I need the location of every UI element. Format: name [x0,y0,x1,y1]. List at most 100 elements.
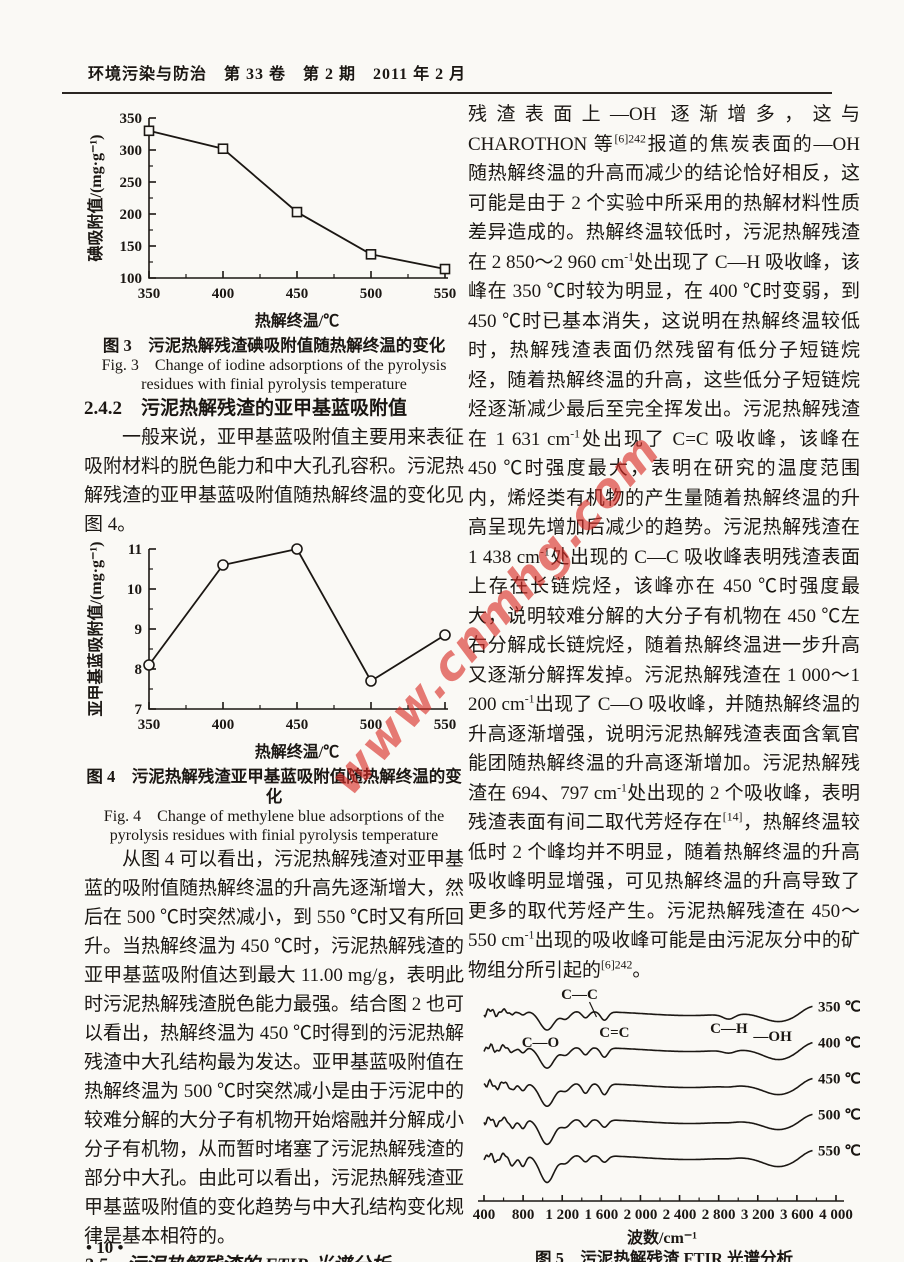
section-2-5-heading: 2.5 污泥热解残渣的 FTIR 光谱分析 [84,1251,464,1262]
figure4-chart: 亚甲基蓝吸附值/(mg·g⁻¹) 热解终温/℃ 7 8 9 10 11 350 400 450… [86,541,456,761]
figure3-x-axis-label: 热解终温/℃ [255,311,339,330]
x-tick-label: 3 600 [780,1207,814,1223]
superscript-ref: [14] [722,810,743,824]
x-tick-label: 400 [212,717,235,733]
x-tick-label: 3 200 [741,1207,775,1223]
paragraph-fig4-discussion: 从图 4 可以看出，污泥热解残渣对亚甲基蓝的吸附值随热解终温的升高先逐渐增大，然… [84,849,465,1247]
y-tick-label: 300 [120,143,143,159]
figure4-y-axis-label: 亚甲基蓝吸附值/(mg·g⁻¹) [86,541,105,716]
x-tick-label: 2 000 [624,1207,658,1223]
y-tick-label: 11 [128,542,142,558]
superscript-ref: [6]242 [614,132,646,146]
y-tick-label: 200 [120,207,143,223]
figure3: 碘吸附值/(mg·g⁻¹) 热解终温/℃ 100 150 200 250 300 350 3… [84,108,464,394]
x-tick-label: 4 000 [819,1207,853,1223]
data-point [291,206,303,218]
x-tick-label: 450 [286,717,309,733]
x-tick-label: 500 [360,286,383,302]
y-tick-label: 250 [120,175,143,191]
figure3-caption-en-1: Fig. 3 Change of iodine adsorptions of t… [101,357,447,374]
superscript-ref: -1 [570,427,581,441]
text-run: 处出现的 2 个吸收峰，表明残渣表面有间二取代芳烃存在 [468,782,860,834]
data-line [148,547,446,683]
curve-temperature-label: 450 ℃ [818,1071,860,1087]
paragraph-ftir-analysis: 残渣表面上—OH 逐渐增多，这与 CHAROTHON 等[6]242报道的焦炭表… [468,100,860,985]
x-tick-label: 400 [212,286,235,302]
text-run: 。 [632,959,652,981]
y-tick-label: 9 [135,622,143,638]
x-tick-label: 800 [512,1207,534,1223]
peak-annotation: C=C [599,1025,629,1041]
spectrum-curve [483,1005,813,1031]
spectrum-curve [483,1149,813,1184]
text-run: 出现的吸收峰可能是由污泥灰分中的矿物组分所引起的 [468,930,860,981]
text-run: 处出现的 C—C 吸收峰表明残渣表面上存在长链烷烃，该峰亦在 450 ℃时强度最… [468,546,860,716]
y-tick-label: 10 [127,582,142,598]
y-tick-label: 7 [135,702,143,718]
data-point [217,143,229,155]
data-point [291,543,303,555]
text-run: 处出现了 C—H 吸收峰，该峰在 350 ℃时较为明显，在 400 ℃时变弱，到… [468,251,860,450]
x-tick-label: 500 [360,717,383,733]
x-tick-label: 1 600 [584,1207,618,1223]
figure3-caption-cn: 图 3 污泥热解残渣碘吸附值随热解终温的变化 [102,336,446,355]
figure4-x-axis-label: 热解终温/℃ [255,742,339,761]
curve-temperature-label: 550 ℃ [818,1143,860,1159]
text-run: 处出现了 C=C 吸收峰，该峰在 450 ℃时强度最大，表明在研究的温度范围内，… [468,428,860,568]
superscript-ref: -1 [617,781,627,795]
peak-annotation: C—C [561,987,598,1003]
curve-temperature-label: 350 ℃ [818,999,860,1015]
data-line [148,129,446,270]
text-run: 出现了 C—O 吸收峰，并随热解终温的升高逐渐增强，说明污泥热解残渣表面含氧官能… [468,694,860,804]
data-point [365,249,377,260]
y-tick-label: 350 [120,111,143,127]
peak-annotation: —OH [752,1029,792,1045]
x-tick-label: 400 [473,1207,496,1223]
data-point [143,125,155,137]
figure4-caption-cn: 图 4 污泥热解残渣亚甲基蓝吸附值随热解终温的变化 [86,767,462,806]
y-tick-label: 150 [120,239,143,255]
curve-temperature-label: 400 ℃ [818,1036,860,1052]
figure5: 波数/cm⁻¹ 350 ℃ 400 ℃ 450 ℃ 500 ℃ 550 ℃ 400 800 1… [468,985,860,1262]
x-tick-label: 350 [138,286,161,302]
spectrum-curve [483,1041,813,1069]
superscript-ref: -1 [624,250,635,264]
x-tick-label: 2 400 [663,1207,697,1223]
header-rule [62,92,832,95]
x-tick-label: 1 200 [545,1207,579,1223]
superscript-ref: -1 [524,928,535,942]
data-point [439,629,451,641]
section-2-4-2-heading: 2.4.2 污泥热解残渣的亚甲基蓝吸附值 [84,398,408,419]
spectrum-curve [483,1077,813,1107]
superscript-ref: -1 [539,545,550,559]
y-tick-label: 100 [120,271,143,287]
y-tick-label: 8 [135,662,143,678]
axis-lines [148,549,448,710]
x-tick-label: 350 [138,717,161,733]
superscript-ref: -1 [524,692,535,706]
x-tick-label: 2 800 [702,1207,736,1223]
figure4-caption-en-2: pyrolysis residues with finial pyrolysis… [109,827,439,844]
figure4-caption-en-1: Fig. 4 Change of methylene blue adsorpti… [103,808,445,825]
left-column: 碘吸附值/(mg·g⁻¹) 热解终温/℃ 100 150 200 250 300 350 3… [84,108,464,1262]
curve-temperature-label: 500 ℃ [818,1107,860,1123]
data-point [365,675,377,687]
data-point [439,263,451,275]
section-2-4-2-paragraph: 一般来说，亚甲基蓝吸附值主要用来表征吸附材料的脱色能力和中大孔孔容积。污泥热解残… [84,427,465,535]
annotation-pointer-line [588,1001,598,1018]
figure3-caption-en-2: residues with finial pyrolysis temperatu… [141,376,407,393]
data-point [143,659,155,671]
page-number: • 10 • [86,1238,124,1257]
journal-header: 环境污染与防治 第 33 卷 第 2 期 2011 年 2 月 [88,66,467,83]
spectrum-curve [483,1113,813,1146]
peak-annotation: C—O [522,1035,560,1051]
text-run: 残渣表面上—OH 逐渐增多，这与 CHAROTHON 等 [468,104,860,155]
figure4: 亚甲基蓝吸附值/(mg·g⁻¹) 热解终温/℃ 7 8 9 10 11 350 400 450… [84,539,464,845]
figure5-caption-cn: 图 5 污泥热解残渣 FTIR 光谱分析 [534,1249,794,1262]
x-tick-label: 450 [286,286,309,302]
figure5-x-axis-label: 波数/cm⁻¹ [627,1228,697,1247]
figure3-y-axis-label: 碘吸附值/(mg·g⁻¹) [86,134,105,261]
figure3-chart: 碘吸附值/(mg·g⁻¹) 热解终温/℃ 100 150 200 250 300 350 3… [86,111,456,330]
figure5-chart: 波数/cm⁻¹ 350 ℃ 400 ℃ 450 ℃ 500 ℃ 550 ℃ 400 800 1… [473,987,860,1247]
